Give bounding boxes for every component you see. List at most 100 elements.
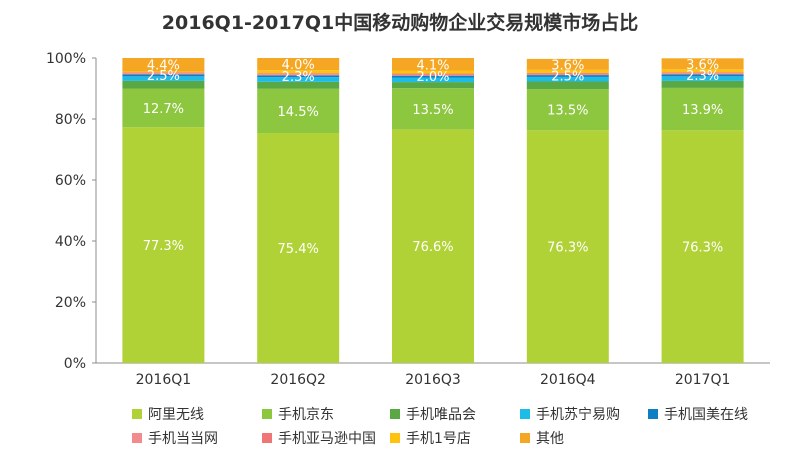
legend: 阿里无线 手机京东 手机唯品会 手机苏宁易购 手机国美在线手机当当网 手机亚马逊中国 手机1… — [0, 398, 800, 450]
legend-swatch — [262, 433, 272, 443]
bar-segment — [661, 74, 744, 77]
bar-segment — [257, 70, 340, 74]
bar-segment — [392, 129, 474, 363]
bar-segment — [392, 82, 474, 89]
bar-segment — [122, 127, 205, 363]
data-label: 76.3% — [682, 241, 723, 256]
bar-segment — [526, 75, 609, 77]
data-label: 13.5% — [547, 104, 588, 119]
chart-title: 2016Q1-2017Q1中国移动购物企业交易规模市场占比 — [161, 12, 639, 34]
legend-item: 手机京东 — [262, 404, 334, 424]
bar-segment — [661, 80, 744, 88]
legend-label: 手机京东 — [278, 407, 334, 423]
bar-segment — [526, 130, 609, 363]
data-label: 77.3% — [143, 239, 184, 254]
data-label: 75.4% — [278, 242, 319, 257]
y-tick-label: 20% — [55, 295, 86, 311]
bar-segment — [526, 69, 609, 73]
bar-segment — [257, 133, 340, 363]
bar-segment — [257, 77, 340, 82]
data-label: 2.5% — [147, 69, 180, 84]
data-label: 76.6% — [412, 240, 453, 255]
legend-swatch — [520, 409, 530, 419]
bar-segment — [257, 88, 340, 134]
y-tick-label: 80% — [55, 112, 86, 128]
bar-segment — [526, 81, 609, 90]
bar-segment — [122, 76, 205, 81]
x-tick-label: 2016Q2 — [270, 372, 326, 388]
x-tick-label: 2017Q1 — [675, 372, 731, 388]
bar-segment — [257, 75, 340, 78]
bar-segment — [122, 74, 205, 77]
bar-segment — [392, 77, 474, 83]
bar-segment — [526, 72, 609, 74]
x-tick-label: 2016Q4 — [540, 372, 596, 388]
data-label: 76.3% — [547, 241, 588, 256]
bar-segment — [526, 76, 609, 82]
bar-segment — [526, 89, 609, 131]
bar-segment — [392, 88, 474, 130]
y-tick-label: 0% — [64, 356, 86, 372]
bar-segment — [392, 58, 474, 71]
legend-label: 手机亚马逊中国 — [278, 431, 376, 447]
legend-label: 手机当当网 — [148, 431, 218, 447]
bar-segment — [257, 58, 340, 71]
data-label: 2.3% — [282, 70, 315, 85]
legend-item: 手机国美在线 — [648, 404, 748, 424]
legend-swatch — [390, 409, 400, 419]
bar-segment — [526, 73, 609, 76]
x-tick-label: 2016Q3 — [405, 372, 461, 388]
data-label: 2.0% — [416, 70, 449, 85]
bar-segment — [661, 87, 744, 131]
legend-item: 手机1号店 — [390, 428, 471, 448]
data-label: 3.6% — [686, 58, 719, 73]
legend-item: 手机唯品会 — [390, 404, 476, 424]
bars — [122, 58, 744, 363]
data-label: 12.7% — [143, 102, 184, 117]
legend-swatch — [132, 433, 142, 443]
legend-item: 手机苏宁易购 — [520, 404, 620, 424]
bar-segment — [122, 88, 205, 128]
data-label: 13.5% — [412, 103, 453, 118]
data-label: 2.3% — [686, 69, 719, 84]
legend-item: 手机亚马逊中国 — [262, 428, 376, 448]
bar-segment — [257, 81, 340, 89]
bar-segment — [661, 76, 744, 81]
stacked-bar-chart: 0% 20% 40% 60% 80% 100% 2016Q1 2016Q2 2016Q3 2016… — [46, 51, 770, 388]
bar-segment — [526, 58, 609, 70]
legend-label: 手机唯品会 — [406, 407, 476, 423]
bar-segment — [392, 70, 474, 74]
data-label: 2.5% — [551, 69, 584, 84]
bar-segment — [661, 58, 744, 70]
legend-swatch — [262, 409, 272, 419]
bar-segment — [122, 71, 205, 73]
legend-label: 手机1号店 — [406, 431, 471, 447]
data-label: 4.0% — [282, 58, 315, 73]
bar-segment — [392, 75, 474, 78]
data-label: 14.5% — [278, 105, 319, 120]
bar-segment — [257, 74, 340, 76]
data-labels: 77.3%12.7%2.5%4.4%75.4%14.5%2.3%4.0%76.6… — [143, 58, 724, 257]
legend-label: 其他 — [536, 431, 564, 447]
legend-label: 手机国美在线 — [664, 407, 748, 423]
y-tick-label: 60% — [55, 173, 86, 189]
y-tick-label: 100% — [46, 51, 86, 67]
data-label: 3.6% — [551, 58, 584, 73]
bar-segment — [661, 130, 744, 363]
axes: 0% 20% 40% 60% 80% 100% 2016Q1 2016Q2 2016Q3 2016… — [46, 51, 770, 388]
legend-swatch — [390, 433, 400, 443]
bar-segment — [392, 73, 474, 75]
bar-segment — [661, 73, 744, 75]
legend-label: 阿里无线 — [148, 407, 204, 423]
y-tick-label: 40% — [55, 234, 86, 250]
bar-segment — [122, 80, 205, 89]
bar-segment — [661, 69, 744, 73]
data-label: 13.9% — [682, 103, 723, 118]
legend-label: 手机苏宁易购 — [536, 407, 620, 423]
data-label: 4.4% — [147, 59, 180, 74]
bar-segment — [122, 58, 205, 72]
legend-swatch — [648, 409, 658, 419]
x-tick-label: 2016Q1 — [136, 372, 192, 388]
legend-item: 其他 — [520, 428, 564, 448]
legend-swatch — [132, 409, 142, 419]
